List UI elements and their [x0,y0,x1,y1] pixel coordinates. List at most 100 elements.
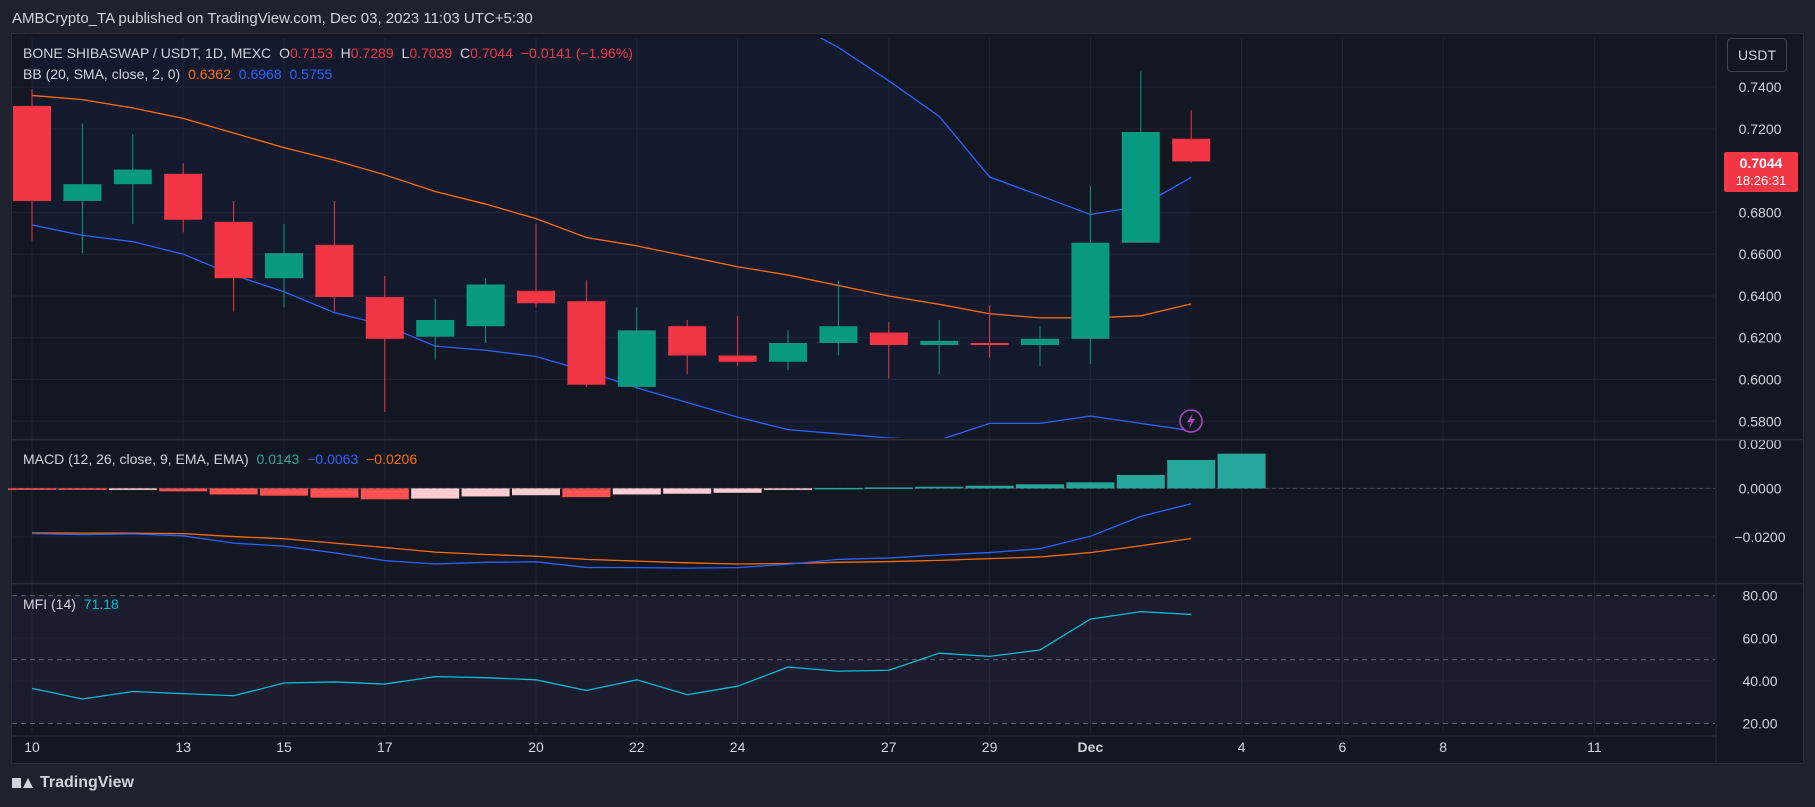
candle-body [1021,338,1059,346]
candle [214,200,253,312]
tradingview-footer[interactable]: TradingView [12,774,134,792]
candle-body [113,169,152,185]
open-label: O [279,45,290,61]
x-tick-label: 10 [24,739,40,755]
candle-body [466,284,505,327]
candle [769,330,807,371]
main-legend: BONE SHIBASWAP / USDT, 1D, MEXC O0.7153 … [23,45,637,61]
candle-body [315,244,354,298]
last-price-tag: 0.7044 18:26:31 [1724,152,1798,192]
macd-histogram-bar [159,488,208,492]
mfi-name: MFI (14) [23,596,76,612]
macd-histogram-bar [663,488,712,494]
candle-body [1121,131,1160,243]
x-tick-label: 20 [528,739,544,755]
macd-histogram-bar [461,488,510,497]
candle [718,315,757,366]
candle [517,223,555,308]
x-tick-label: 17 [377,739,393,755]
macd-histogram-bar [58,488,107,490]
bb-lower-value: 0.5755 [289,66,333,82]
macd-histogram-bar [209,488,258,495]
candle [819,280,858,356]
macd-legend[interactable]: MACD (12, 26, close, 9, EMA, EMA) 0.0143… [23,451,421,467]
low-label: L [401,45,410,61]
bb-basis-value: 0.6362 [188,66,231,82]
mfi-tick-label: 80.00 [1742,588,1777,604]
macd-histogram-bar [713,488,762,493]
x-tick-label: 24 [730,739,746,755]
macd-tick-label: −0.0200 [1735,529,1786,545]
price-tick-label: 0.6200 [1739,330,1782,346]
candle [617,307,656,389]
bb-legend[interactable]: BB (20, SMA, close, 2, 0) 0.6362 0.6968 … [23,66,336,82]
macd-histogram-bar [764,488,812,490]
macd-histogram-bar [814,487,863,490]
macd-histogram-bar [360,488,409,500]
candle-body [869,332,908,346]
candle-body [819,326,858,343]
candle [1021,326,1059,366]
price-tick-label: 0.6600 [1739,246,1782,262]
x-tick-label: 4 [1238,739,1246,755]
x-tick-label: 29 [982,739,998,755]
macd-signal-value: −0.0206 [366,451,418,467]
tradingview-logo-icon [12,776,34,790]
macd-histogram-bar [1167,459,1216,489]
candle-body [617,330,656,387]
mfi-value: 71.18 [83,596,119,612]
change-value: −0.0141 (−1.96%) [520,45,633,61]
macd-histogram-bar [260,488,308,496]
macd-histogram-bar [1016,484,1064,489]
low-value: 0.7039 [409,45,453,61]
price-tick-label: 0.6000 [1739,372,1782,388]
axis-labels: 10 13 15 17 20 22 24 27 29 Dec 4 6 8 11 0.5800 0.6000 0.… [24,79,1785,755]
macd-histogram-bar [108,488,157,490]
candle [920,319,959,375]
candle [567,280,606,387]
candle [1071,186,1110,364]
candle-body [13,105,51,201]
macd-histogram-bar [1217,453,1266,489]
x-tick-label: 15 [276,739,292,755]
candle [265,223,303,308]
candle-body [970,342,1009,346]
bb-basis-line [31,94,1192,319]
candle-body [265,253,303,279]
mfi-tick-label: 20.00 [1742,715,1777,731]
symbol-label[interactable]: BONE SHIBASWAP / USDT, 1D, MEXC [23,45,272,61]
candle-body [718,355,757,362]
candle [13,89,51,241]
candle [668,319,707,375]
mfi-tick-label: 60.00 [1742,630,1777,646]
candle-body [365,297,404,339]
bar-countdown: 18:26:31 [1735,173,1787,188]
macd-histogram-bar [915,486,964,489]
chart-frame[interactable] [11,33,1804,764]
pane-separators [12,34,1803,763]
macd-histogram-bar [411,488,460,499]
close-label: C [460,45,471,61]
price-tick-label: 0.6800 [1739,204,1782,220]
macd-histogram-bar [1066,482,1115,489]
macd-histogram-bar [310,488,359,498]
close-value: 0.7044 [470,45,513,61]
macd-tick-label: 0.0200 [1739,436,1782,452]
candle [1172,110,1211,163]
candle-body [517,290,555,304]
macd-histogram-bar [864,487,913,489]
candle [1121,71,1160,243]
candle [315,200,354,312]
macd-histogram-bar [1116,475,1165,489]
x-tick-label: Dec [1078,739,1104,755]
macd-histogram-bar [965,485,1014,489]
currency-button[interactable]: USDT [1727,38,1787,72]
candle-body [63,184,102,201]
macd-name: MACD (12, 26, close, 9, EMA, EMA) [23,451,249,467]
x-tick-label: 11 [1587,739,1602,755]
candle-body [567,301,606,385]
lightning-icon[interactable] [1179,409,1203,433]
mfi-legend[interactable]: MFI (14) 71.18 [23,596,123,612]
macd-pane [8,453,1266,569]
